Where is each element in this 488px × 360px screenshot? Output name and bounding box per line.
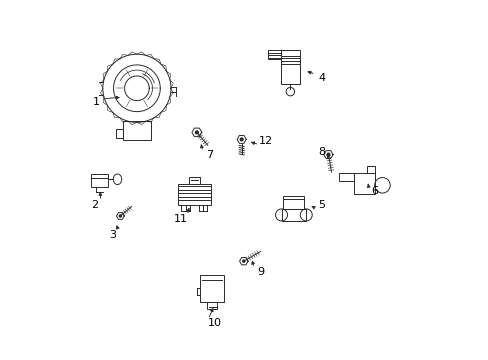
Bar: [268, 50, 280, 59]
Bar: [281, 209, 305, 221]
Circle shape: [240, 138, 243, 141]
Text: 11: 11: [174, 214, 187, 224]
Bar: [177, 184, 211, 205]
Text: 4: 4: [318, 73, 325, 83]
Bar: [353, 172, 375, 194]
Text: 6: 6: [371, 186, 378, 195]
Bar: [207, 302, 217, 309]
Bar: [339, 172, 353, 181]
Bar: [123, 121, 150, 140]
Circle shape: [119, 215, 121, 217]
Text: 7: 7: [205, 150, 212, 160]
Bar: [200, 275, 224, 302]
Circle shape: [326, 153, 329, 156]
Circle shape: [195, 131, 198, 134]
Bar: [90, 174, 107, 188]
Bar: [189, 177, 199, 184]
Text: 10: 10: [207, 318, 221, 328]
Bar: [116, 129, 123, 138]
Text: 5: 5: [318, 200, 325, 210]
Text: 1: 1: [93, 98, 100, 107]
Text: 2: 2: [91, 200, 98, 210]
Bar: [283, 195, 304, 209]
Bar: [280, 50, 300, 84]
Bar: [366, 166, 375, 172]
Circle shape: [242, 260, 244, 262]
Text: 9: 9: [256, 267, 264, 277]
Text: 12: 12: [258, 136, 272, 146]
Text: 3: 3: [108, 230, 116, 240]
Text: 8: 8: [318, 147, 325, 157]
